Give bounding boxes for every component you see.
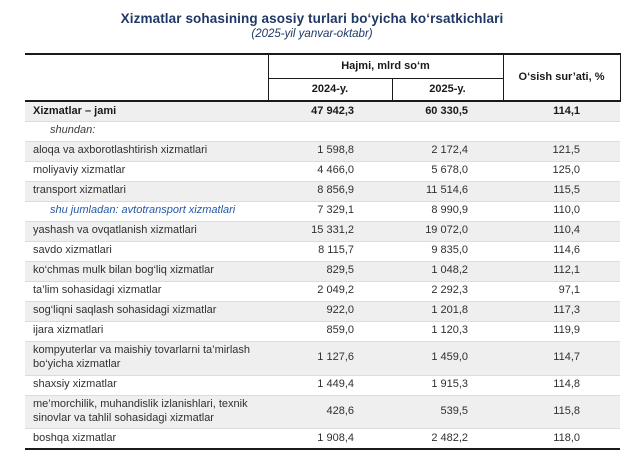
growth-value: 118,0 <box>503 428 621 451</box>
row-label: kompyuterlar va maishiy tovarlarni ta’mi… <box>25 341 268 376</box>
table-body: Xizmatlar – jami 47 942,3 60 330,5 114,1… <box>25 101 621 451</box>
value-2024: 428,6 <box>268 395 392 430</box>
growth-value: 115,5 <box>503 181 621 202</box>
value-2024: 859,0 <box>268 321 392 342</box>
value-2024: 7 329,1 <box>268 201 392 222</box>
growth-value: 114,1 <box>503 101 621 122</box>
row-label: ko‘chmas mulk bilan bog‘liq xizmatlar <box>25 261 268 282</box>
value-2025: 2 482,2 <box>392 428 504 451</box>
table-row: ijara xizmatlari 859,0 1 120,3 119,9 <box>25 321 621 342</box>
table-row: shaxsiy xizmatlar 1 449,4 1 915,3 114,8 <box>25 375 621 396</box>
growth-value: 97,1 <box>503 281 621 302</box>
value-2025: 1 201,8 <box>392 301 504 322</box>
row-label: Xizmatlar – jami <box>25 101 268 122</box>
value-2024 <box>268 121 392 142</box>
value-2024: 8 115,7 <box>268 241 392 262</box>
value-2024: 15 331,2 <box>268 221 392 242</box>
value-2025: 5 678,0 <box>392 161 504 182</box>
table-row: yashash va ovqatlanish xizmatlari 15 331… <box>25 221 621 242</box>
growth-value: 110,0 <box>503 201 621 222</box>
table-row-subitem: shu jumladan: avtotransport xizmatlari 7… <box>25 201 621 222</box>
table-row: transport xizmatlari 8 856,9 11 514,6 11… <box>25 181 621 202</box>
growth-value: 110,4 <box>503 221 621 242</box>
growth-value: 121,5 <box>503 141 621 162</box>
value-2025: 539,5 <box>392 395 504 430</box>
services-indicators-table: Hajmi, mlrd so‘m O‘sish sur’ati, % 2024-… <box>25 53 621 451</box>
value-2024: 2 049,2 <box>268 281 392 302</box>
growth-value: 114,8 <box>503 375 621 396</box>
table-row: boshqa xizmatlar 1 908,4 2 482,2 118,0 <box>25 428 621 451</box>
row-label: shundan: <box>25 121 268 142</box>
value-2025: 9 835,0 <box>392 241 504 262</box>
value-2025: 19 072,0 <box>392 221 504 242</box>
growth-value: 112,1 <box>503 261 621 282</box>
table-row: me’morchilik, muhandislik izlanishlari, … <box>25 395 621 430</box>
page-subtitle: (2025-yil yanvar-oktabr) <box>251 28 373 40</box>
value-2024: 1 908,4 <box>268 428 392 451</box>
row-label: sog‘liqni saqlash sohasidagi xizmatlar <box>25 301 268 322</box>
row-label: yashash va ovqatlanish xizmatlari <box>25 221 268 242</box>
growth-value: 119,9 <box>503 321 621 342</box>
growth-value: 114,6 <box>503 241 621 262</box>
row-label: moliyaviy xizmatlar <box>25 161 268 182</box>
table-row-note: shundan: <box>25 121 621 142</box>
value-2025: 60 330,5 <box>392 101 504 122</box>
growth-value: 115,8 <box>503 395 621 430</box>
year-2025-header: 2025-y. <box>392 78 504 102</box>
value-2025: 1 459,0 <box>392 341 504 376</box>
value-2024: 1 449,4 <box>268 375 392 396</box>
value-2025: 1 048,2 <box>392 261 504 282</box>
value-2024: 47 942,3 <box>268 101 392 122</box>
value-2025: 1 915,3 <box>392 375 504 396</box>
year-2024-header: 2024-y. <box>268 78 393 102</box>
value-2025: 11 514,6 <box>392 181 504 202</box>
table-header: Hajmi, mlrd so‘m O‘sish sur’ati, % 2024-… <box>25 53 621 102</box>
row-label: me’morchilik, muhandislik izlanishlari, … <box>25 395 268 430</box>
value-2024: 4 466,0 <box>268 161 392 182</box>
value-2024: 8 856,9 <box>268 181 392 202</box>
row-label: aloqa va axborotlashtirish xizmatlari <box>25 141 268 162</box>
value-2025: 1 120,3 <box>392 321 504 342</box>
row-label: savdo xizmatlari <box>25 241 268 262</box>
table-row: kompyuterlar va maishiy tovarlarni ta’mi… <box>25 341 621 376</box>
value-2024: 829,5 <box>268 261 392 282</box>
table-row: aloqa va axborotlashtirish xizmatlari 1 … <box>25 141 621 162</box>
volume-header: Hajmi, mlrd so‘m <box>268 53 504 79</box>
growth-value: 125,0 <box>503 161 621 182</box>
growth-rate-header: O‘sish sur’ati, % <box>503 53 621 102</box>
growth-value <box>503 121 621 142</box>
row-label: ijara xizmatlari <box>25 321 268 342</box>
value-2025 <box>392 121 504 142</box>
value-2024: 922,0 <box>268 301 392 322</box>
growth-value: 114,7 <box>503 341 621 376</box>
table-row: ta’lim sohasidagi xizmatlar 2 049,2 2 29… <box>25 281 621 302</box>
table-row: savdo xizmatlari 8 115,7 9 835,0 114,6 <box>25 241 621 262</box>
row-label: shaxsiy xizmatlar <box>25 375 268 396</box>
row-label: boshqa xizmatlar <box>25 428 268 451</box>
growth-value: 117,3 <box>503 301 621 322</box>
value-2025: 8 990,9 <box>392 201 504 222</box>
table-row: sog‘liqni saqlash sohasidagi xizmatlar 9… <box>25 301 621 322</box>
row-label: ta’lim sohasidagi xizmatlar <box>25 281 268 302</box>
value-2025: 2 172,4 <box>392 141 504 162</box>
value-2024: 1 127,6 <box>268 341 392 376</box>
table-row: ko‘chmas mulk bilan bog‘liq xizmatlar 82… <box>25 261 621 282</box>
row-label: transport xizmatlari <box>25 181 268 202</box>
empty-header-cell <box>25 53 269 102</box>
table-row-total: Xizmatlar – jami 47 942,3 60 330,5 114,1 <box>25 101 621 122</box>
value-2025: 2 292,3 <box>392 281 504 302</box>
page-title: Xizmatlar sohasining asosiy turlari bo‘y… <box>120 11 504 26</box>
row-label: shu jumladan: avtotransport xizmatlari <box>25 201 268 222</box>
value-2024: 1 598,8 <box>268 141 392 162</box>
table-row: moliyaviy xizmatlar 4 466,0 5 678,0 125,… <box>25 161 621 182</box>
